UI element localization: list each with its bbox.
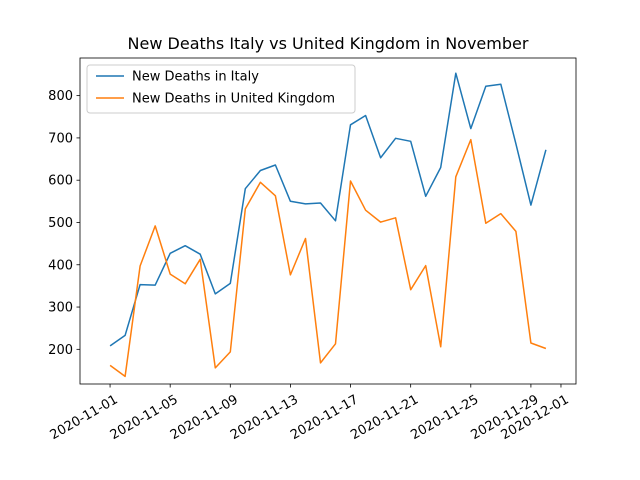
- series-line-0: [109, 72, 547, 347]
- legend-box: [86, 64, 356, 114]
- x-tick-label: 2020-11-13: [228, 392, 301, 443]
- x-tick-label: 2020-11-05: [108, 392, 181, 443]
- y-tick-label: 800: [48, 89, 73, 104]
- y-tick-label: 300: [48, 301, 73, 316]
- x-tick-label: 2020-11-25: [408, 392, 481, 443]
- y-tick-label: 600: [48, 174, 73, 189]
- y-tick-label: 700: [48, 131, 73, 146]
- x-tick-label: 2020-11-17: [288, 392, 361, 443]
- y-tick-label: 200: [48, 343, 73, 358]
- x-tick-label: 2020-11-09: [168, 392, 241, 443]
- legend-label-1: New Deaths in United Kingdom: [132, 92, 335, 107]
- series-line-1: [109, 138, 547, 378]
- plot-area: 2003004005006007008002020-11-012020-11-0…: [48, 57, 577, 443]
- legend-label-0: New Deaths in Italy: [132, 70, 259, 85]
- chart-title: New Deaths Italy vs United Kingdom in No…: [128, 34, 529, 53]
- axes-frame: [79, 57, 577, 385]
- y-tick-label: 500: [48, 216, 73, 231]
- x-tick-label: 2020-11-21: [348, 392, 421, 443]
- y-tick-label: 400: [48, 258, 73, 273]
- x-tick-label: 2020-11-01: [48, 392, 121, 443]
